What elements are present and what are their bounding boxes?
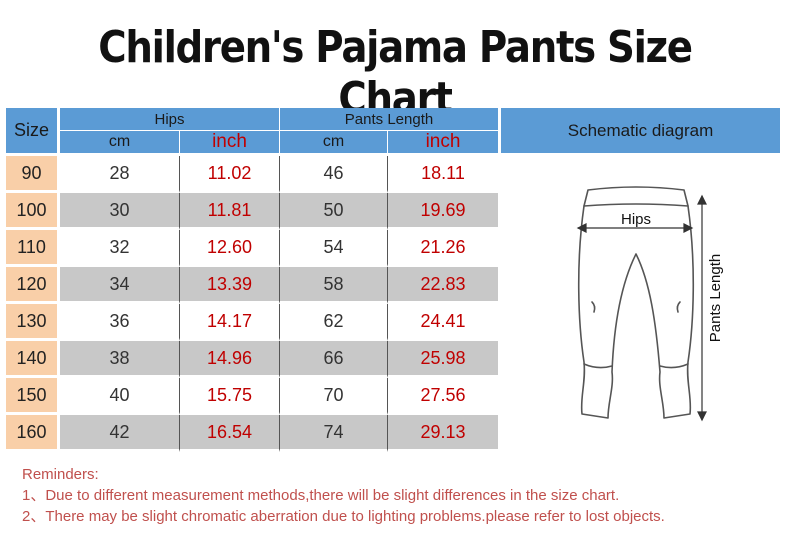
hips-measure-arrow: [576, 223, 694, 233]
hips-diagram-label: Hips: [621, 211, 651, 228]
pants-length-diagram-label: Pants Length: [707, 254, 724, 342]
reminders: Reminders: 1、Due to different measuremen…: [22, 464, 665, 527]
hips-inch-cell: 13.39: [180, 267, 280, 304]
length-inch-cell: 27.56: [388, 378, 498, 415]
size-table-body: 90 28 11.02 46 18.11 100 30 11.81 50 19.69 110 32 12…: [6, 156, 780, 452]
table-row: 90 28 11.02 46 18.11: [6, 156, 780, 193]
table-row: 160 42 16.54 74 29.13: [6, 415, 780, 452]
length-inch-cell: 18.11: [388, 156, 498, 193]
length-inch-cell: 25.98: [388, 341, 498, 378]
length-cm-cell: 58: [280, 267, 388, 304]
hips-cm-cell: 36: [60, 304, 180, 341]
length-cm-cell: 50: [280, 193, 388, 230]
size-cell: 140: [6, 341, 60, 378]
length-inch-header: inch: [388, 131, 498, 156]
length-inch-cell: 29.13: [388, 415, 498, 452]
length-cm-cell: 46: [280, 156, 388, 193]
size-cell: 150: [6, 378, 60, 415]
schematic-header: Schematic diagram: [498, 108, 780, 156]
hips-inch-cell: 14.96: [180, 341, 280, 378]
table-row: 100 30 11.81 50 19.69: [6, 193, 780, 230]
length-cm-cell: 66: [280, 341, 388, 378]
hips-cm-cell: 38: [60, 341, 180, 378]
length-cm-cell: 70: [280, 378, 388, 415]
table-row: 150 40 15.75 70 27.56: [6, 378, 780, 415]
size-cell: 90: [6, 156, 60, 193]
hips-header: Hips: [60, 108, 280, 131]
pants-length-header: Pants Length: [280, 108, 498, 131]
hips-inch-cell: 12.60: [180, 230, 280, 267]
hips-inch-cell: 11.81: [180, 193, 280, 230]
page-title: Children's Pajama Pants Size Chart: [98, 22, 693, 124]
hips-cm-cell: 28: [60, 156, 180, 193]
hips-cm-cell: 30: [60, 193, 180, 230]
table-row: 110 32 12.60 54 21.26: [6, 230, 780, 267]
size-cell: 160: [6, 415, 60, 452]
size-cell: 130: [6, 304, 60, 341]
pants-outline: [577, 186, 695, 419]
length-cm-cell: 62: [280, 304, 388, 341]
hips-inch-cell: 14.17: [180, 304, 280, 341]
hips-cm-cell: 42: [60, 415, 180, 452]
size-cell: 120: [6, 267, 60, 304]
pants-schematic-diagram: Hips Pants Length: [576, 186, 724, 422]
length-inch-cell: 24.41: [388, 304, 498, 341]
hips-inch-cell: 15.75: [180, 378, 280, 415]
length-cm-cell: 54: [280, 230, 388, 267]
hips-inch-cell: 16.54: [180, 415, 280, 452]
reminders-heading: Reminders:: [22, 466, 99, 483]
reminder-item-2: 2、There may be slight chromatic aberrati…: [22, 508, 665, 525]
length-cm-header: cm: [280, 131, 388, 156]
size-cell: 100: [6, 193, 60, 230]
hips-cm-header: cm: [60, 131, 180, 156]
size-header: Size: [6, 108, 60, 156]
length-inch-cell: 22.83: [388, 267, 498, 304]
length-inch-cell: 21.26: [388, 230, 498, 267]
table-row: 130 36 14.17 62 24.41: [6, 304, 780, 341]
hips-cm-cell: 34: [60, 267, 180, 304]
size-cell: 110: [6, 230, 60, 267]
length-measure-arrow: [697, 194, 707, 422]
table-row: 120 34 13.39 58 22.83: [6, 267, 780, 304]
size-table: Size Hips Pants Length Schematic diagram…: [6, 108, 780, 452]
hips-cm-cell: 32: [60, 230, 180, 267]
hips-cm-cell: 40: [60, 378, 180, 415]
table-row: 140 38 14.96 66 25.98: [6, 341, 780, 378]
reminder-item-1: 1、Due to different measurement methods,t…: [22, 487, 620, 504]
length-inch-cell: 19.69: [388, 193, 498, 230]
length-cm-cell: 74: [280, 415, 388, 452]
hips-inch-header: inch: [180, 131, 280, 156]
hips-inch-cell: 11.02: [180, 156, 280, 193]
